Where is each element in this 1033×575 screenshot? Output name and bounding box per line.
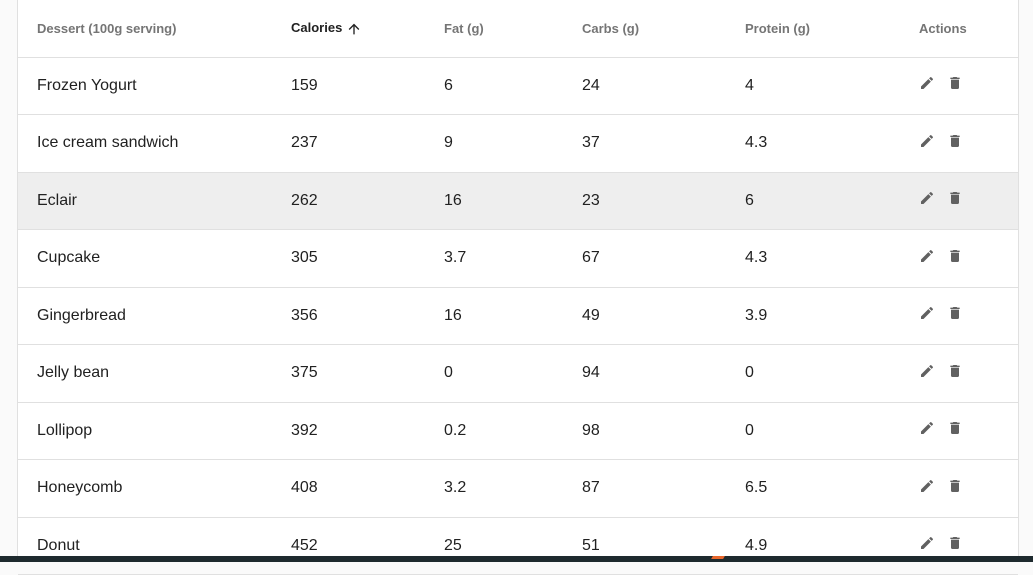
table-row[interactable]: Eclair 262 16 23 6 [18,172,1018,230]
header-label: Protein (g) [745,20,810,36]
actions-cell [919,287,1018,345]
delete-icon[interactable] [947,75,963,91]
header-label: Actions [919,20,967,36]
calories-cell: 375 [291,344,444,403]
edit-icon[interactable] [919,190,935,206]
calories-cell: 159 [291,57,444,115]
protein-cell: 6 [745,172,919,230]
table-row[interactable]: Jelly bean 375 0 94 0 [18,344,1018,403]
bottom-bar [0,556,1033,562]
dessert-cell: Ice cream sandwich [18,114,291,173]
calories-cell: 356 [291,287,444,345]
desserts-table-card: Dessert (100g serving) Calories Fat (g) … [17,0,1019,575]
fat-cell: 0.2 [444,402,582,460]
fat-cell: 16 [444,287,582,345]
carbs-cell: 37 [582,114,745,173]
protein-cell: 4.9 [745,517,919,575]
carbs-cell: 49 [582,287,745,345]
calories-cell: 237 [291,114,444,173]
actions-cell [919,229,1018,288]
edit-icon[interactable] [919,133,935,149]
edit-icon[interactable] [919,535,935,551]
delete-icon[interactable] [947,305,963,321]
delete-icon[interactable] [947,133,963,149]
sort-ascending-icon[interactable] [346,21,362,37]
header-label: Fat (g) [444,20,484,36]
carbs-cell: 98 [582,402,745,460]
header-actions: Actions [919,0,1018,58]
header-calories[interactable]: Calories [291,0,444,58]
dessert-cell: Lollipop [18,402,291,460]
header-dessert[interactable]: Dessert (100g serving) [18,0,291,58]
edit-icon[interactable] [919,420,935,436]
delete-icon[interactable] [947,363,963,379]
actions-cell [919,344,1018,403]
edit-icon[interactable] [919,363,935,379]
edit-icon[interactable] [919,248,935,264]
table-row[interactable]: Lollipop 392 0.2 98 0 [18,402,1018,460]
edit-icon[interactable] [919,305,935,321]
carbs-cell: 23 [582,172,745,230]
header-label: Dessert (100g serving) [37,20,177,36]
table-row[interactable]: Donut 452 25 51 4.9 [18,517,1018,575]
actions-cell [919,172,1018,230]
header-label: Carbs (g) [582,20,640,36]
fat-cell: 16 [444,172,582,230]
fat-cell: 3.7 [444,229,582,288]
desserts-table: Dessert (100g serving) Calories Fat (g) … [18,0,1018,575]
table-row[interactable]: Gingerbread 356 16 49 3.9 [18,287,1018,345]
delete-icon[interactable] [947,248,963,264]
edit-icon[interactable] [919,478,935,494]
fat-cell: 3.2 [444,459,582,518]
protein-cell: 4.3 [745,229,919,288]
header-row: Dessert (100g serving) Calories Fat (g) … [18,0,1018,58]
protein-cell: 3.9 [745,287,919,345]
table-row[interactable]: Ice cream sandwich 237 9 37 4.3 [18,114,1018,173]
protein-cell: 0 [745,402,919,460]
table-row[interactable]: Frozen Yogurt 159 6 24 4 [18,57,1018,115]
fat-cell: 0 [444,344,582,403]
fat-cell: 6 [444,57,582,115]
protein-cell: 4 [745,57,919,115]
calories-cell: 452 [291,517,444,575]
actions-cell [919,57,1018,115]
orange-accent [711,556,725,559]
calories-cell: 305 [291,229,444,288]
carbs-cell: 94 [582,344,745,403]
header-label: Calories [291,19,343,35]
delete-icon[interactable] [947,190,963,206]
carbs-cell: 87 [582,459,745,518]
delete-icon[interactable] [947,420,963,436]
dessert-cell: Gingerbread [18,287,291,345]
dessert-cell: Donut [18,517,291,575]
actions-cell [919,402,1018,460]
table-row[interactable]: Cupcake 305 3.7 67 4.3 [18,229,1018,288]
dessert-cell: Frozen Yogurt [18,57,291,115]
header-fat[interactable]: Fat (g) [444,0,582,58]
delete-icon[interactable] [947,478,963,494]
calories-cell: 262 [291,172,444,230]
carbs-cell: 51 [582,517,745,575]
delete-icon[interactable] [947,535,963,551]
fat-cell: 9 [444,114,582,173]
actions-cell [919,459,1018,518]
dessert-cell: Jelly bean [18,344,291,403]
table-row[interactable]: Honeycomb 408 3.2 87 6.5 [18,459,1018,518]
protein-cell: 4.3 [745,114,919,173]
dessert-cell: Eclair [18,172,291,230]
carbs-cell: 24 [582,57,745,115]
header-protein[interactable]: Protein (g) [745,0,919,58]
protein-cell: 0 [745,344,919,403]
protein-cell: 6.5 [745,459,919,518]
header-carbs[interactable]: Carbs (g) [582,0,745,58]
carbs-cell: 67 [582,229,745,288]
calories-cell: 408 [291,459,444,518]
edit-icon[interactable] [919,75,935,91]
actions-cell [919,517,1018,575]
calories-cell: 392 [291,402,444,460]
dessert-cell: Honeycomb [18,459,291,518]
actions-cell [919,114,1018,173]
dessert-cell: Cupcake [18,229,291,288]
fat-cell: 25 [444,517,582,575]
